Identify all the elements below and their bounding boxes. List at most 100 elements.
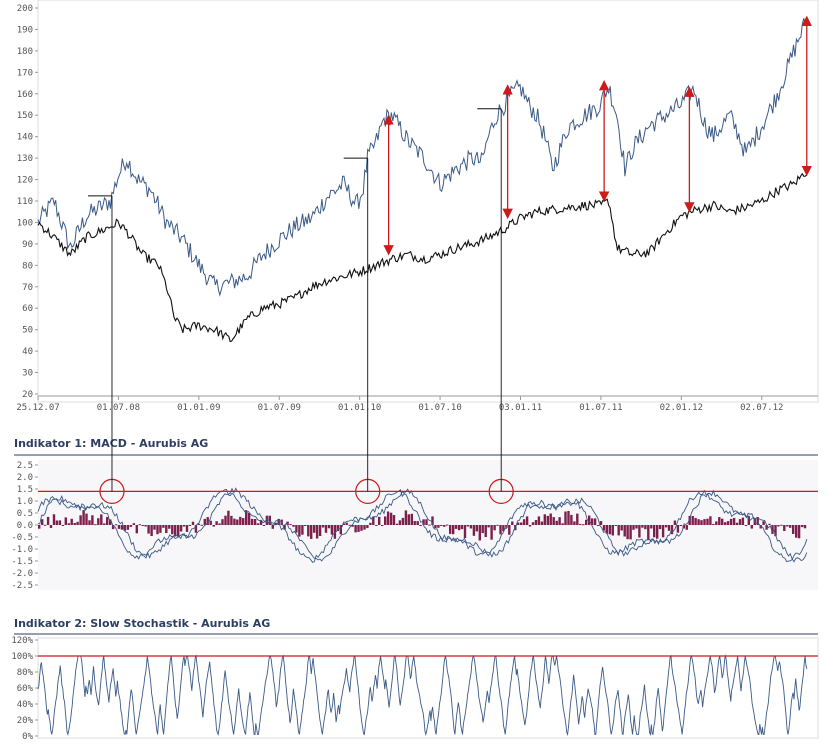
macd-histogram-bar (768, 523, 771, 525)
macd-histogram-bar (342, 523, 345, 525)
macd-y-tick-label: -1.5 (11, 557, 33, 567)
macd-histogram-bar (534, 520, 538, 525)
macd-histogram-bar (206, 517, 209, 525)
macd-histogram-bar (79, 515, 82, 525)
y-tick-label: 40 (22, 347, 33, 357)
macd-histogram-bar (286, 521, 289, 525)
macd-histogram-bar (126, 525, 130, 530)
macd-histogram-bar (525, 516, 529, 525)
macd-histogram-bar (481, 525, 484, 534)
stochastic-y-tick-label: 40% (17, 700, 34, 710)
macd-y-tick-label: 1.0 (17, 497, 33, 507)
macd-histogram-bar (339, 525, 342, 535)
macd-histogram-bar (676, 525, 680, 533)
macd-histogram-bar (425, 519, 428, 525)
macd-histogram-bar (449, 525, 452, 534)
y-tick-label: 100 (17, 218, 33, 228)
macd-histogram-bar (664, 525, 668, 528)
x-tick-label: 25.12.07 (16, 403, 59, 413)
macd-histogram-bar (673, 520, 677, 525)
macd-histogram-bar (608, 525, 612, 535)
macd-histogram-bar (274, 522, 277, 525)
macd-histogram-bar (70, 518, 73, 525)
macd-histogram-bar (100, 514, 103, 525)
macd-histogram-bar (336, 525, 339, 532)
macd-histogram-bar (573, 521, 576, 525)
x-tick-label: 01.07.11 (579, 403, 622, 413)
macd-histogram-bar (360, 525, 363, 531)
macd-histogram-bar (64, 517, 67, 525)
macd-histogram-bar (372, 517, 375, 525)
macd-histogram-bar (593, 518, 597, 525)
macd-histogram-bar (797, 525, 801, 539)
macd-histogram-bar (283, 525, 286, 530)
macd-histogram-bar (765, 525, 768, 530)
macd-y-tick-label: -0.5 (11, 533, 33, 543)
macd-histogram-bar (357, 525, 360, 532)
macd-histogram-bar (416, 521, 419, 525)
y-tick-label: 80 (22, 261, 33, 271)
macd-line (37, 487, 808, 563)
macd-histogram-bar (256, 523, 260, 525)
y-tick-label: 190 (17, 25, 33, 35)
macd-histogram-bar (185, 525, 189, 532)
macd-histogram-bar (363, 525, 366, 530)
x-tick-label: 03.01.11 (499, 403, 542, 413)
macd-histogram-bar (653, 525, 656, 538)
macd-histogram-bar (670, 525, 674, 535)
macd-histogram-bar (626, 525, 629, 540)
macd-histogram-bar (61, 525, 65, 526)
macd-histogram-bar (602, 525, 606, 531)
macd-y-tick-label: -1.0 (11, 545, 33, 555)
macd-histogram-bar (298, 525, 301, 537)
macd-histogram-bar (250, 518, 254, 525)
macd-histogram-bar (771, 525, 774, 534)
macd-histogram-bar (58, 520, 62, 525)
macd-histogram-bar (650, 525, 653, 529)
macd-histogram-bar (94, 524, 97, 526)
macd-histogram-bar (520, 522, 523, 525)
macd-histogram-bar (611, 525, 614, 536)
stochastic-y-tick-label: 100% (11, 652, 33, 662)
macd-histogram-bar (531, 522, 535, 525)
macd-histogram-bar (197, 523, 201, 525)
macd-histogram-bar (245, 510, 248, 525)
macd-histogram-bar (490, 525, 493, 540)
macd-histogram-bar (750, 525, 753, 529)
macd-histogram-bar (239, 516, 242, 525)
y-tick-label: 160 (17, 90, 33, 100)
macd-histogram-bar (460, 525, 464, 530)
x-tick-label: 02.01.12 (660, 403, 703, 413)
macd-histogram-bar (502, 525, 505, 532)
macd-histogram-bar (310, 525, 313, 539)
macd-histogram-bar (741, 517, 745, 525)
macd-histogram-bar (635, 525, 638, 529)
macd-histogram-bar (318, 525, 322, 536)
macd-y-tick-label: -2.0 (11, 569, 33, 579)
macd-histogram-bar (576, 513, 579, 525)
macd-histogram-bar (200, 524, 203, 526)
stochastic-title: Indikator 2: Slow Stochastik - Aurubis A… (14, 617, 270, 630)
macd-histogram-bar (91, 515, 94, 525)
macd-histogram-bar (440, 525, 443, 526)
macd-histogram-bar (313, 525, 316, 533)
macd-histogram-bar (209, 520, 212, 525)
macd-histogram-bar (295, 525, 298, 533)
macd-histogram-bar (614, 525, 617, 526)
macd-histogram-bar (188, 524, 192, 526)
macd-histogram-bar (76, 521, 79, 525)
macd-histogram-bar (233, 518, 236, 525)
macd-histogram-bar (620, 525, 623, 531)
macd-histogram-bar (726, 521, 730, 525)
macd-histogram-bar (191, 521, 195, 525)
stochastic-y-tick-label: 60% (17, 684, 34, 694)
stochastic-y-tick-label: 80% (17, 668, 34, 678)
macd-histogram-bar (348, 524, 351, 526)
macd-histogram-bar (330, 525, 334, 535)
macd-histogram-bar (168, 525, 171, 529)
macd-histogram-bar (499, 525, 502, 535)
macd-histogram-bar (511, 521, 514, 525)
macd-histogram-bar (49, 525, 53, 528)
macd-histogram-bar (52, 514, 56, 525)
macd-histogram-bar (724, 522, 727, 525)
